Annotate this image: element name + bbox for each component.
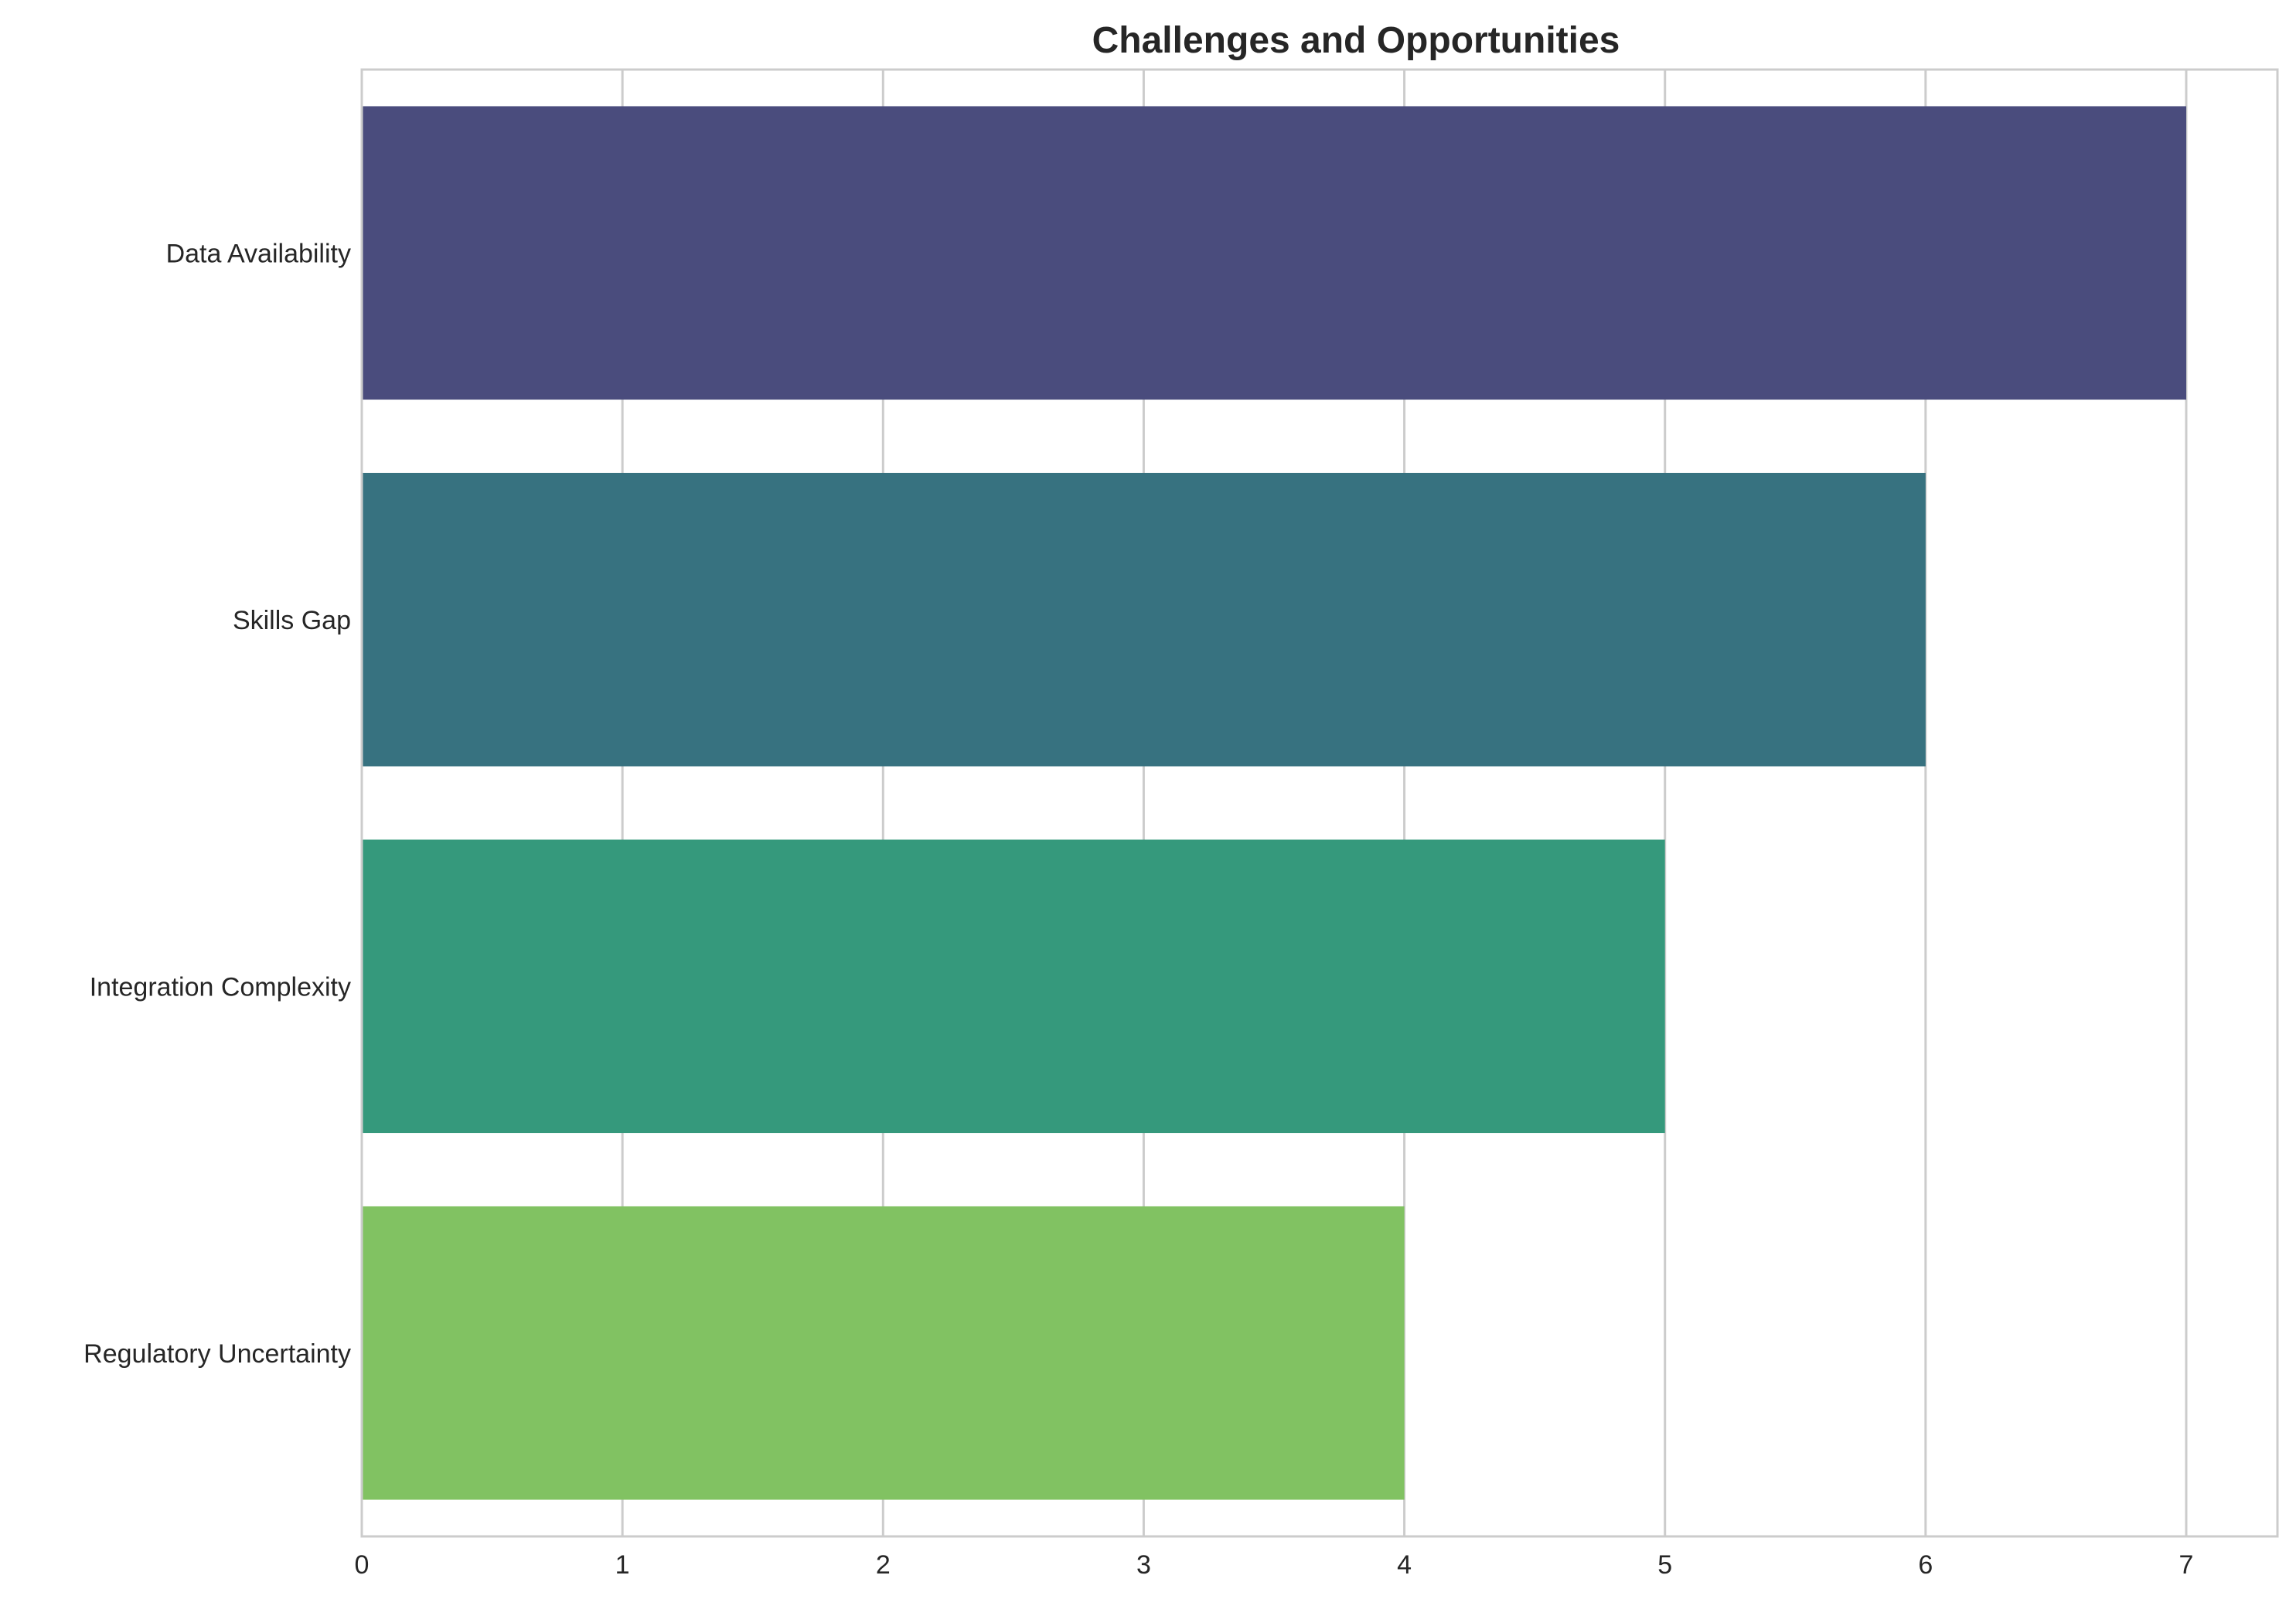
bar bbox=[362, 1206, 1405, 1500]
x-tick-label: 0 bbox=[355, 1550, 370, 1580]
x-tick-label: 3 bbox=[1136, 1550, 1151, 1580]
x-tick-label: 2 bbox=[876, 1550, 891, 1580]
x-tick-labels: 0 1 2 3 4 5 6 7 bbox=[355, 1550, 2194, 1580]
x-tick-label: 1 bbox=[615, 1550, 630, 1580]
chart-title: Challenges and Opportunities bbox=[1092, 20, 1620, 61]
category-label: Data Availability bbox=[166, 239, 351, 268]
bar bbox=[362, 106, 2186, 400]
bar bbox=[362, 839, 1665, 1134]
category-label: Skills Gap bbox=[233, 606, 351, 635]
bar bbox=[362, 472, 1926, 767]
x-tick-label: 5 bbox=[1657, 1550, 1672, 1580]
plot-frame bbox=[360, 68, 2279, 1538]
x-tick-label: 6 bbox=[1918, 1550, 1933, 1580]
category-label: Integration Complexity bbox=[90, 972, 351, 1002]
category-labels: Data Availability Skills Gap Integration C… bbox=[83, 239, 351, 1369]
category-label: Regulatory Uncertainty bbox=[83, 1339, 351, 1369]
x-tick-label: 4 bbox=[1397, 1550, 1412, 1580]
x-tick-label: 7 bbox=[2179, 1550, 2194, 1580]
bars bbox=[362, 106, 2186, 1500]
